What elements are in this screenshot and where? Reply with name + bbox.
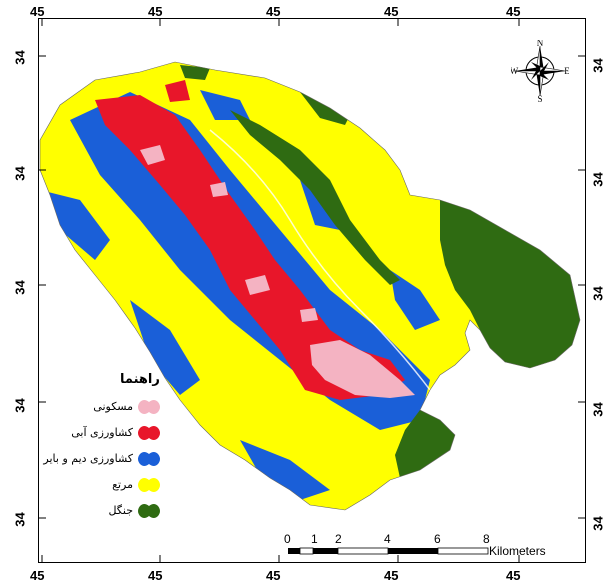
scale-label-2: 2 (335, 532, 342, 546)
scale-units: Kilometers (489, 544, 546, 558)
top-tick-4: 45 (384, 4, 399, 19)
legend-label: مرتع (112, 478, 133, 491)
legend-item-forest: جنگل (40, 502, 170, 524)
legend-item-dryland: کشاورزی دیم و بایر (40, 450, 170, 472)
river-line (209, 129, 431, 391)
irrigated-swatch-icon (138, 426, 160, 440)
scale-label-4: 4 (384, 532, 391, 546)
forest-swatch-icon (138, 504, 160, 518)
legend-label: کشاورزی دیم و بایر (43, 452, 133, 465)
bottom-tick-3: 45 (266, 568, 281, 583)
west-label: W (511, 66, 519, 76)
top-tick-2: 45 (148, 4, 163, 19)
top-tick-1: 45 (30, 4, 45, 19)
scale-bar: 0 1 2 4 6 8 (284, 532, 490, 562)
bottom-tick-5: 45 (506, 568, 521, 583)
scale-label-0: 0 (284, 532, 291, 546)
scale-bar-segments (288, 547, 489, 555)
legend-title: راهنما (120, 372, 160, 387)
bottom-tick-2: 45 (148, 568, 163, 583)
rangeland-swatch-icon (138, 478, 160, 492)
graticule-ticks (38, 18, 586, 563)
residential-zone (140, 145, 415, 398)
top-tick-5: 45 (506, 4, 521, 19)
forest-zone (180, 65, 580, 478)
bottom-tick-4: 45 (384, 568, 399, 583)
east-label: E (564, 66, 569, 76)
dryland-swatch-icon (138, 452, 160, 466)
legend-label: مسکونی (93, 400, 133, 413)
scale-label-1: 1 (311, 532, 318, 546)
legend-label: کشاورزی آبی (71, 426, 133, 439)
legend-item-residential: مسکونی (40, 398, 170, 420)
north-label: N (537, 40, 544, 48)
scale-label-8: 8 (483, 532, 490, 546)
north-arrow-icon: N S E W (511, 40, 569, 102)
irrigated-agriculture-zone (95, 80, 405, 400)
legend-item-rangeland: مرتع (40, 476, 170, 498)
top-tick-3: 45 (266, 4, 281, 19)
scale-label-6: 6 (434, 532, 441, 546)
legend-label: جنگل (108, 504, 133, 517)
study-area-outline (39, 61, 581, 511)
south-label: S (537, 94, 542, 102)
bottom-tick-1: 45 (30, 568, 45, 583)
residential-swatch-icon (138, 400, 160, 414)
legend-item-irrigated: کشاورزی آبی (40, 424, 170, 446)
